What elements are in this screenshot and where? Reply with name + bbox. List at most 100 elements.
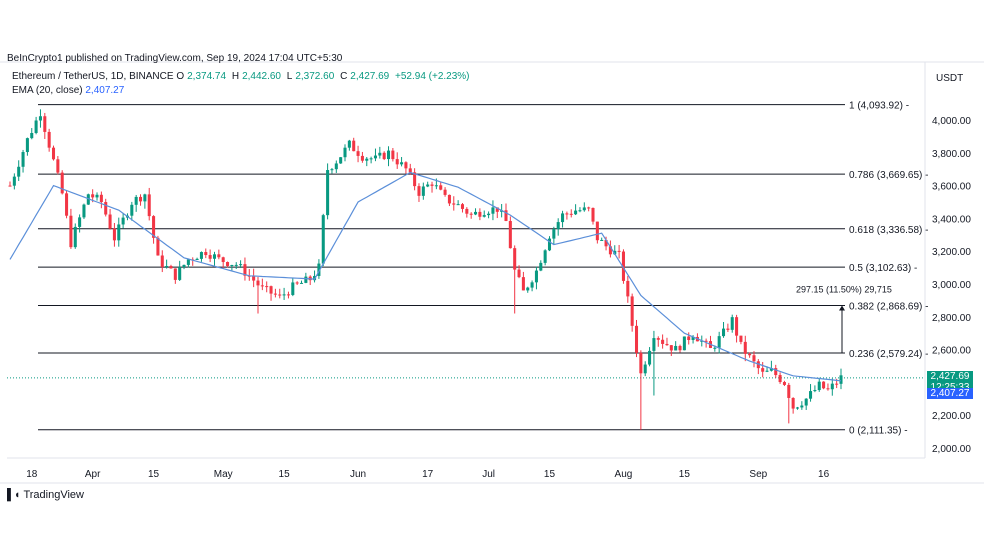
candle-body — [595, 221, 599, 241]
candle-body — [452, 203, 456, 205]
candle-body — [835, 383, 839, 385]
fibonacci-retracement: 1 (4,093.92) - 0.786 (3,669.65) - 0.618 (3… — [38, 101, 929, 437]
candle-body — [474, 211, 478, 215]
candle-body — [17, 166, 21, 177]
fib-level-label: 0.5 (3,102.63) - — [849, 263, 917, 274]
x-tick-label: Sep — [749, 469, 767, 480]
candle-body — [47, 131, 51, 148]
candle-body — [12, 176, 16, 186]
candle-body — [813, 390, 817, 392]
candle-body — [386, 150, 391, 160]
candle-body — [713, 347, 717, 349]
candle-body — [574, 210, 578, 215]
candle-body — [43, 116, 47, 132]
candle-body — [539, 262, 543, 271]
candle-body — [212, 254, 217, 259]
x-tick-label: 15 — [279, 469, 291, 480]
candle-body — [613, 250, 617, 255]
candle-body — [334, 163, 338, 170]
candle-body — [482, 215, 486, 217]
candle-body — [326, 170, 330, 216]
fib-level-label: 0.236 (2,579.24) - — [849, 349, 929, 360]
candle-body — [717, 336, 721, 348]
candle-body — [543, 250, 547, 263]
candle-body — [447, 194, 451, 204]
candle-body — [800, 405, 804, 408]
candle-body — [243, 264, 247, 276]
candle-body — [839, 375, 843, 384]
ema-series — [9, 171, 842, 382]
candle-body — [426, 184, 430, 187]
candle-body — [443, 189, 447, 195]
candle-body — [608, 246, 612, 255]
candle-body — [121, 217, 125, 225]
candle-body — [25, 138, 29, 153]
open-value: 2,374.74 — [187, 71, 227, 82]
candle-body — [478, 211, 482, 217]
candle-body — [204, 252, 208, 256]
candle-body — [521, 277, 525, 291]
candle-body — [369, 158, 373, 160]
candle-body — [286, 294, 290, 296]
candle-body — [226, 262, 230, 266]
candle-body — [339, 157, 343, 164]
candle-body — [634, 325, 639, 353]
candle-body — [534, 270, 538, 283]
currency-label[interactable]: USDT — [936, 73, 964, 84]
candle-body — [491, 207, 495, 214]
measure-arrow-head — [839, 305, 845, 311]
candle-body — [413, 172, 417, 187]
candle-body — [282, 294, 286, 296]
change-value: +52.94 (+2.23%) — [395, 71, 470, 82]
candle-body — [726, 328, 730, 330]
tradingview-footer[interactable]: ▌◖ TradingView — [7, 489, 84, 501]
y-tick-label: 2,200.00 — [932, 411, 971, 422]
candle-body — [639, 352, 643, 374]
candle-body — [160, 255, 164, 267]
candle-body — [217, 254, 221, 258]
candle-body — [765, 370, 769, 372]
time-axis[interactable]: 18 Apr 15 May 15 Jun 17 Jul 15 Aug 15 Sep 16 — [26, 469, 829, 480]
symbol-title: Ethereum / TetherUS, 1D, BINANCE — [12, 71, 174, 82]
candle-body — [669, 345, 673, 351]
candle-body — [186, 259, 190, 265]
candle-body — [748, 353, 752, 356]
candle-body — [273, 293, 277, 295]
candle-body — [239, 264, 243, 266]
candle-body — [782, 382, 786, 385]
candle-body — [178, 267, 182, 280]
ema-price-label: 2,407.27 — [930, 388, 970, 400]
candle-body — [487, 213, 491, 216]
candle-body — [743, 341, 747, 354]
candle-body — [108, 214, 112, 229]
candle-body — [60, 172, 64, 194]
candle-body — [147, 194, 151, 217]
candle-body — [417, 186, 421, 196]
candle-body — [91, 194, 95, 198]
candle-body — [817, 381, 821, 391]
candle-body — [352, 140, 356, 152]
candle-body — [617, 250, 621, 252]
y-tick-label: 2,000.00 — [932, 444, 971, 455]
y-tick-label: 2,800.00 — [932, 313, 971, 324]
candle-body — [65, 193, 69, 216]
candle-body — [139, 196, 143, 202]
candle-body — [661, 339, 665, 344]
candle-body — [152, 216, 156, 238]
candle-body — [78, 217, 82, 227]
publish-info: BeInCrypto1 published on TradingView.com… — [7, 53, 343, 64]
candle-body — [687, 336, 691, 340]
candle-body — [347, 140, 351, 148]
candle-body — [269, 286, 273, 294]
candle-body — [400, 162, 404, 165]
candle-body — [739, 335, 743, 342]
candle-body — [112, 228, 116, 241]
candle-body — [513, 248, 517, 270]
candle-body — [569, 213, 573, 215]
candle-body — [356, 151, 360, 156]
candle-body — [173, 268, 177, 280]
candle-body — [691, 336, 695, 340]
candle-body — [795, 407, 800, 409]
candle-body — [169, 266, 173, 269]
